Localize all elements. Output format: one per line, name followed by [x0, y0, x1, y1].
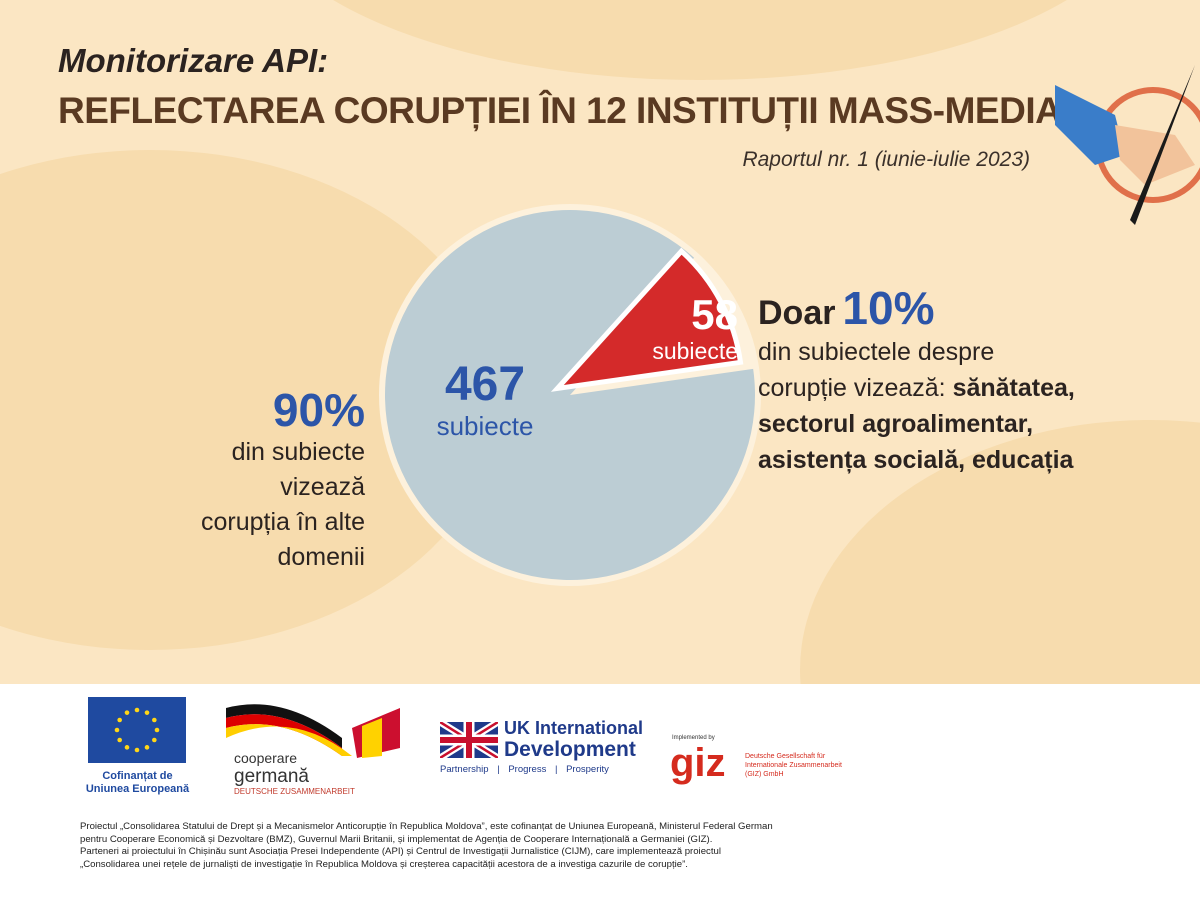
left-line: corupția în alte — [201, 508, 365, 536]
topic: sectorul agroalimentar, — [758, 410, 1034, 438]
footer-line: „Consolidarea unei rețele de jurnaliști … — [80, 858, 688, 870]
big-slice-value: 467 — [444, 358, 526, 411]
eu-star-icon — [144, 745, 150, 750]
handshake-pen-illustration — [1055, 65, 1200, 225]
footer-disclaimer: Proiectul „Consolidarea Statului de Drep… — [80, 821, 900, 871]
small-slice-value: 58 — [691, 291, 738, 338]
right-line: din subiectele despre — [758, 338, 995, 366]
eu-star-icon — [117, 737, 122, 743]
right-percent: 10% — [842, 282, 935, 334]
bg-shape — [250, 0, 1150, 80]
eu-star-icon — [124, 710, 130, 715]
de-line3: DEUTSCHE ZUSAMMENARBEIT — [234, 787, 355, 796]
eu-star-icon — [154, 727, 160, 733]
footer-line: Parteneri ai proiectului în Chișinău sun… — [80, 846, 721, 857]
eu-caption: Cofinanțat de Uniunea Europeană — [85, 770, 190, 795]
eu-star-icon — [134, 747, 140, 753]
left-line: domenii — [277, 543, 365, 571]
big-slice-unit: subiecte — [436, 411, 534, 441]
german-cooperation-text: cooperare germană DEUTSCHE ZUSAMMENARBEI… — [234, 750, 355, 797]
page-title: REFLECTAREA CORUPȚIEI ÎN 12 INSTITUȚII M… — [58, 90, 1062, 131]
footer-line: pentru Cooperare Economică și Dezvoltare… — [80, 833, 713, 845]
german-cooperation-ribbon-logo — [226, 704, 400, 758]
uk-tagline: Partnership | Progress | Prosperity — [440, 764, 609, 775]
eu-star-icon — [114, 727, 120, 733]
left-note: 90% din subiecte vizează corupția în alt… — [160, 385, 365, 575]
kicker-title: Monitorizare API: — [58, 42, 329, 79]
eu-flag-logo — [88, 697, 186, 763]
uk-aid-text: UK International Development — [504, 718, 643, 761]
right-note: Doar 10% din subiectele despre corupție … — [758, 285, 1178, 478]
giz-logo: giz — [670, 741, 726, 785]
union-jack-icon — [440, 722, 498, 758]
left-line: din subiecte — [231, 438, 365, 466]
eu-star-icon — [152, 737, 157, 743]
topic: sănătatea, — [952, 374, 1075, 402]
eu-star-icon — [144, 710, 150, 715]
eu-star-icon — [152, 717, 157, 723]
pie-slice-target-domains — [550, 247, 744, 392]
giz-implemented-by: Implemented by — [672, 735, 715, 741]
eu-star-icon — [117, 717, 122, 723]
topic: asistența socială, educația — [758, 446, 1074, 474]
eu-star-icon — [134, 707, 140, 713]
de-line1: cooperare — [234, 750, 298, 766]
right-line: corupție vizează: — [758, 374, 946, 402]
pie-chart — [379, 204, 761, 586]
report-subtitle: Raportul nr. 1 (iunie-iulie 2023) — [742, 148, 1030, 171]
left-line: vizează — [280, 473, 365, 501]
doar-label: Doar — [758, 294, 836, 332]
uk-line2: Development — [504, 738, 636, 761]
left-percent: 90% — [272, 384, 365, 436]
footer-line: Proiectul „Consolidarea Statului de Drep… — [80, 821, 773, 832]
small-slice-unit: subiecte — [652, 338, 738, 364]
giz-fullname: Deutsche Gesellschaft für Internationale… — [745, 753, 842, 778]
de-line2: germană — [234, 766, 309, 787]
eu-star-icon — [124, 745, 130, 750]
uk-line1: UK International — [504, 718, 644, 738]
pie-slice-other-domains — [384, 209, 755, 580]
